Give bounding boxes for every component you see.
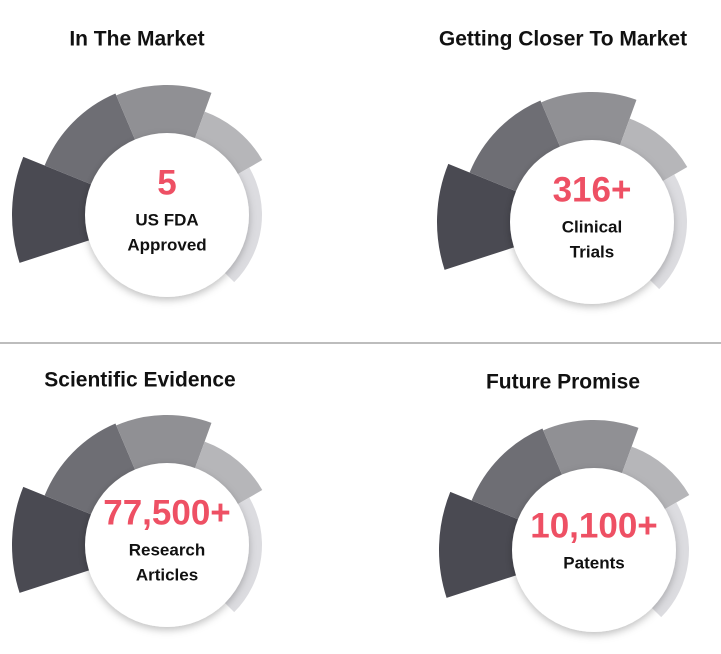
stat-value: 77,500+ — [103, 493, 231, 532]
ring-segment — [439, 491, 520, 598]
ring-segment — [223, 167, 262, 283]
stat-label: Research — [129, 540, 206, 559]
center-disc — [512, 468, 676, 632]
center-disc — [510, 140, 674, 304]
stat-label: Articles — [136, 565, 198, 584]
ring-segment — [44, 423, 136, 516]
center-disc — [85, 133, 249, 297]
ring-segment — [619, 118, 688, 182]
ring-segment — [650, 502, 689, 618]
stat-label: Clinical — [562, 217, 622, 236]
panel-title: Scientific Evidence — [44, 369, 235, 392]
stat-label: Trials — [570, 242, 614, 261]
stat-value: 5 — [157, 163, 176, 202]
stat-value: 10,100+ — [530, 506, 658, 545]
ring-segment — [116, 415, 212, 472]
stat-label: Patents — [563, 553, 624, 572]
ring-segment — [116, 84, 212, 142]
panel: In The Market 5 US FDA Approved — [11, 28, 263, 297]
ring-segment — [194, 441, 263, 505]
panel-title: Future Promise — [486, 371, 640, 394]
ring-segment — [543, 420, 639, 477]
ring-segment — [194, 111, 263, 175]
center-disc — [85, 463, 249, 627]
panel: Future Promise 10,100+ Patents — [439, 371, 690, 632]
ring-segment — [437, 163, 518, 270]
panel: Scientific Evidence 77,500+ Research Articl… — [11, 369, 263, 627]
panel: Getting Closer To Market 316+ Clinical Tria… — [437, 28, 688, 304]
ring-segment — [621, 446, 690, 510]
ring-segment — [541, 92, 637, 149]
ring-segment — [44, 93, 136, 186]
ring-segment — [223, 497, 262, 613]
stat-label: US FDA — [135, 210, 198, 229]
stat-value: 316+ — [553, 170, 632, 209]
ring-segment — [648, 174, 687, 290]
ring-segment — [469, 100, 561, 193]
ring-segment — [11, 486, 93, 593]
panel-title: Getting Closer To Market — [439, 28, 687, 51]
ring-segment — [471, 428, 563, 521]
panel-title: In The Market — [69, 28, 204, 51]
stat-label: Approved — [127, 235, 206, 254]
ring-segment — [11, 156, 93, 263]
